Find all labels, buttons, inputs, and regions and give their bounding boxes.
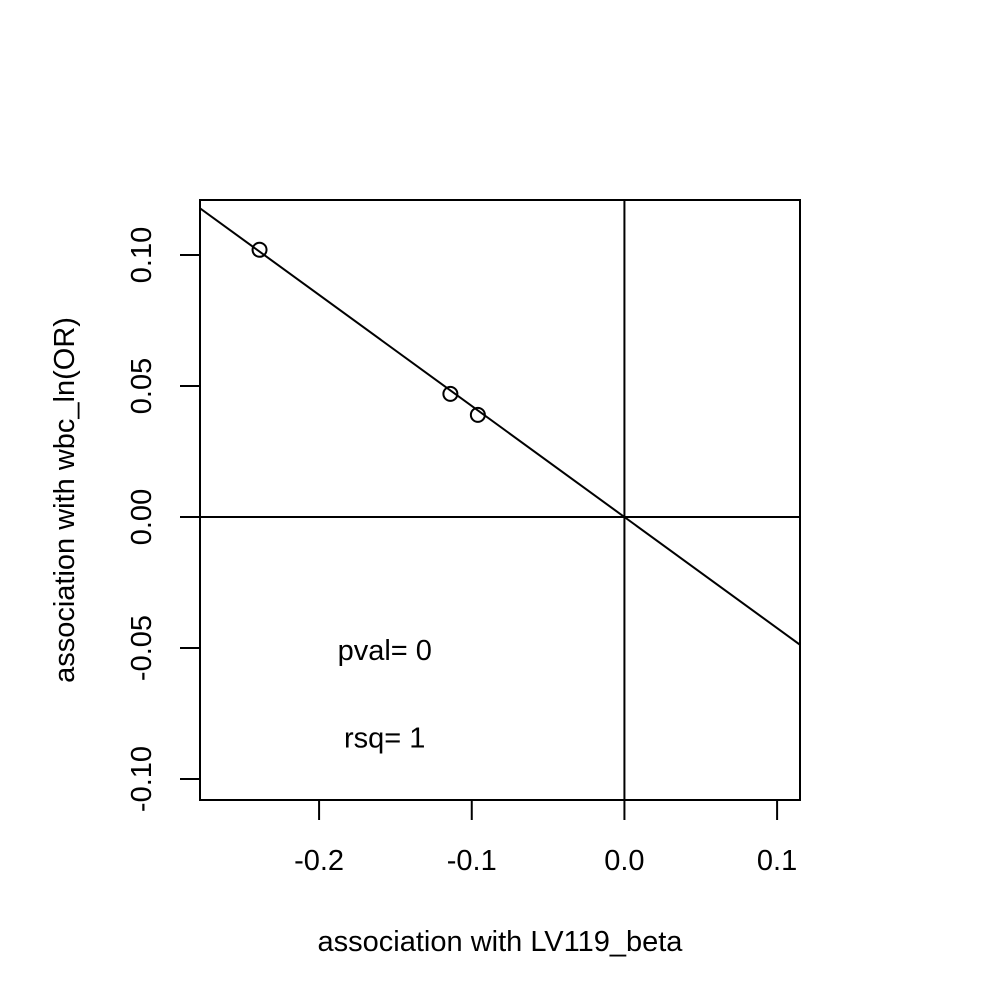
plot-frame: [199, 199, 801, 801]
stat-annotation: rsq= 1: [344, 723, 425, 755]
y-tick-label: 0.05: [126, 358, 158, 414]
x-axis-label: association with LV119_beta: [318, 926, 684, 958]
y-axis-label: association with wbc_ln(OR): [49, 317, 81, 683]
regression-line: [200, 207, 800, 646]
x-tick-label: 0.0: [604, 845, 644, 877]
y-tick-label: 0.10: [126, 227, 158, 283]
data-point: [469, 406, 486, 423]
stat-annotation: pval= 0: [338, 635, 432, 667]
x-tick-label: -0.1: [447, 845, 497, 877]
data-point: [442, 385, 459, 402]
y-tick-label: -0.10: [126, 746, 158, 812]
y-tick-label: 0.00: [126, 489, 158, 545]
x-tick-label: -0.2: [294, 845, 344, 877]
y-tick-label: -0.05: [126, 615, 158, 681]
x-tick-label: 0.1: [757, 845, 797, 877]
data-point: [251, 241, 268, 258]
